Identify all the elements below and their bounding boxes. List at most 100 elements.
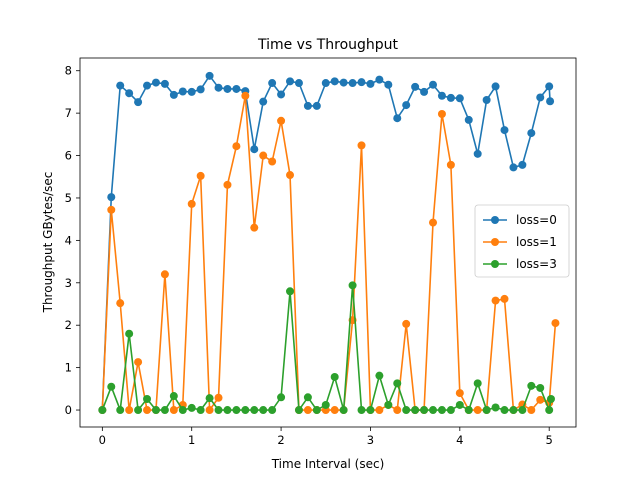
series-line <box>101 284 552 411</box>
data-point <box>143 406 152 415</box>
data-point <box>473 379 482 388</box>
y-tick-label: 0 <box>65 403 72 417</box>
legend: loss=0 loss=1 loss=3 <box>474 204 570 278</box>
data-point <box>241 406 250 415</box>
data-point <box>402 101 411 110</box>
data-point <box>294 79 303 88</box>
data-point <box>546 97 555 106</box>
x-tick-label: 4 <box>456 433 463 447</box>
data-point <box>223 84 232 93</box>
data-point <box>455 400 464 409</box>
axes-frame <box>79 57 577 428</box>
series-1 <box>98 71 555 415</box>
data-point <box>375 371 384 380</box>
data-point <box>187 199 196 208</box>
legend-marker <box>491 238 499 246</box>
data-point <box>169 90 178 99</box>
data-point <box>259 97 268 106</box>
data-point <box>429 406 438 415</box>
data-point <box>482 406 491 415</box>
legend-box <box>474 204 570 278</box>
data-point <box>437 109 446 118</box>
data-point <box>169 392 178 401</box>
data-point <box>330 406 339 415</box>
data-point <box>473 406 482 415</box>
data-point <box>464 115 473 124</box>
data-point <box>321 400 330 409</box>
data-point <box>321 79 330 88</box>
data-point <box>303 406 312 415</box>
data-point <box>330 372 339 381</box>
data-point <box>545 406 554 415</box>
data-point <box>223 406 232 415</box>
data-point <box>375 75 384 84</box>
series-line <box>101 75 551 411</box>
data-point <box>125 329 134 338</box>
data-point <box>116 406 125 415</box>
x-tick-label: 1 <box>188 433 195 447</box>
data-point <box>357 78 366 87</box>
data-point <box>178 406 187 415</box>
data-point <box>420 406 429 415</box>
series-3 <box>98 281 555 415</box>
legend-label: loss=1 <box>516 235 557 249</box>
data-point <box>366 406 375 415</box>
data-point <box>330 77 339 86</box>
legend-label: loss=3 <box>516 257 557 271</box>
data-point <box>196 171 205 180</box>
data-point <box>464 406 473 415</box>
data-point <box>116 81 125 90</box>
data-point <box>446 93 455 102</box>
data-point <box>286 171 295 180</box>
data-point <box>491 82 500 91</box>
data-point <box>357 406 366 415</box>
series-line <box>101 94 557 411</box>
legend-marker <box>491 216 499 224</box>
data-point <box>125 89 134 98</box>
data-point <box>546 395 555 404</box>
data-point <box>178 87 187 96</box>
data-point <box>509 163 518 172</box>
legend-label: loss=0 <box>516 213 557 227</box>
data-point <box>393 406 402 415</box>
data-point <box>268 406 277 415</box>
chart-title: Time vs Throughput <box>257 37 399 53</box>
data-point <box>411 406 420 415</box>
data-point <box>160 79 169 88</box>
data-point <box>527 406 536 415</box>
x-tick-label: 2 <box>277 433 284 447</box>
data-point <box>455 94 464 103</box>
data-point <box>151 406 160 415</box>
data-point <box>250 223 259 232</box>
data-point <box>384 400 393 409</box>
data-point <box>348 79 357 88</box>
data-point <box>411 82 420 91</box>
y-tick-label: 2 <box>65 318 72 332</box>
x-tick-label: 0 <box>99 433 106 447</box>
data-point <box>214 83 223 92</box>
y-tick-label: 3 <box>65 276 72 290</box>
data-point <box>277 393 286 402</box>
data-point <box>518 406 527 415</box>
data-point <box>509 406 518 415</box>
data-point <box>312 101 321 110</box>
legend-marker <box>491 260 499 268</box>
data-point <box>446 406 455 415</box>
data-point <box>277 116 286 125</box>
x-axis-ticks: 0 1 2 3 4 5 <box>99 427 553 447</box>
data-point <box>536 93 545 102</box>
data-point <box>205 394 214 403</box>
data-point <box>214 406 223 415</box>
data-point <box>303 393 312 402</box>
data-point <box>241 91 250 100</box>
data-point <box>205 71 214 80</box>
data-point <box>545 82 554 91</box>
data-point <box>232 84 241 93</box>
data-point <box>500 294 509 303</box>
data-point <box>402 406 411 415</box>
data-point <box>107 205 116 214</box>
data-point <box>420 87 429 96</box>
data-point <box>393 114 402 123</box>
data-point <box>339 78 348 87</box>
